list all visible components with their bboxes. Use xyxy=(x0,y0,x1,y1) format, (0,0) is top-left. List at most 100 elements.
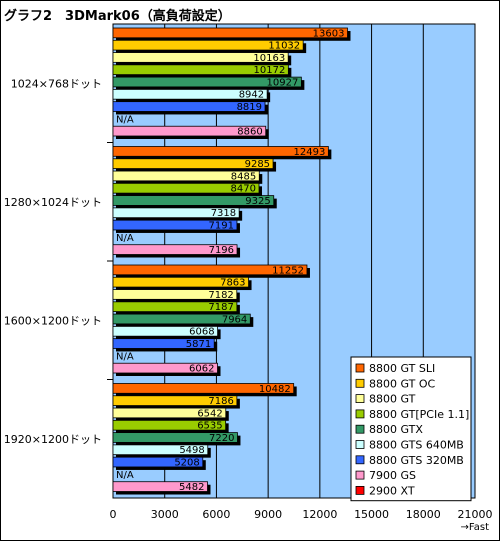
legend-swatch xyxy=(355,378,365,388)
bar xyxy=(112,407,227,419)
na-label: N/A xyxy=(116,233,134,244)
legend-label: 8800 GT OC xyxy=(369,377,435,390)
bar xyxy=(112,456,204,468)
bar xyxy=(112,325,219,337)
bar xyxy=(112,362,218,374)
bar-value-label: 8485 xyxy=(231,171,256,182)
legend xyxy=(350,356,472,502)
bar xyxy=(112,276,249,288)
bar-value-label: 7863 xyxy=(220,278,245,289)
legend-swatch xyxy=(355,363,365,373)
bar-value-label: 13603 xyxy=(313,28,345,39)
bar-value-label: 7186 xyxy=(208,396,233,407)
bar-value-label: 5871 xyxy=(186,339,211,350)
bar-value-label: 6535 xyxy=(197,421,222,432)
na-label: N/A xyxy=(116,352,134,363)
chart-title: グラフ2 3DMark06（高負荷設定） xyxy=(4,9,231,24)
bar xyxy=(112,146,329,157)
bar xyxy=(112,219,238,231)
bar-value-label: 8942 xyxy=(239,90,264,101)
bar-value-label: 7191 xyxy=(209,220,234,231)
bar-value-label: 10163 xyxy=(253,53,285,64)
bar xyxy=(112,289,238,300)
category-label: 1280×1024ドット xyxy=(4,196,102,209)
legend-swatch xyxy=(355,394,365,404)
x-tick-label: 12000 xyxy=(302,508,337,521)
legend-label: 8800 GT xyxy=(369,393,416,406)
legend-label: 8800 GT[PCIe 1.1] xyxy=(369,408,469,421)
x-tick-label: 6000 xyxy=(202,508,230,521)
x-axis-label: →Fast xyxy=(461,522,490,533)
legend-label: 7900 GS xyxy=(369,469,416,482)
bar-value-label: 7196 xyxy=(209,245,234,256)
bar-value-label: 5482 xyxy=(179,482,204,493)
bar xyxy=(112,395,238,406)
bar xyxy=(112,432,238,443)
x-tick-label: 0 xyxy=(110,508,117,521)
legend-swatch xyxy=(355,424,365,434)
bar-value-label: 6068 xyxy=(189,327,214,338)
x-tick-label: 18000 xyxy=(406,508,441,521)
bar xyxy=(112,301,238,313)
bar-value-label: 7220 xyxy=(209,433,234,444)
bar-value-label: 12493 xyxy=(294,147,326,158)
bar xyxy=(112,39,304,51)
bar xyxy=(112,27,348,39)
legend-swatch xyxy=(355,440,365,449)
bar xyxy=(112,444,209,456)
bar-value-label: 8470 xyxy=(231,184,256,195)
bar-value-label: 7187 xyxy=(208,302,233,313)
category-label: 1024×768ドット xyxy=(11,77,102,90)
legend-swatch xyxy=(355,409,365,419)
bar-value-label: 9325 xyxy=(245,196,270,207)
bar-value-label: 7318 xyxy=(211,208,236,219)
bar xyxy=(112,195,275,206)
legend-swatch xyxy=(355,485,365,495)
bar xyxy=(112,383,295,394)
x-tick-label: 21000 xyxy=(458,508,493,521)
bar-value-label: 11252 xyxy=(272,265,304,276)
legend-label: 8800 GTX xyxy=(369,423,423,436)
legend-label: 2900 XT xyxy=(369,484,415,497)
category-label: 1920×1200ドット xyxy=(4,433,102,446)
bar xyxy=(112,419,227,431)
bar-value-label: 9285 xyxy=(245,159,270,170)
bar xyxy=(112,158,274,169)
bar-value-label: 6542 xyxy=(197,408,222,419)
x-tick-label: 15000 xyxy=(354,508,389,521)
bar-value-label: 11032 xyxy=(268,41,300,52)
bar xyxy=(112,481,208,492)
bar xyxy=(112,313,251,325)
bar xyxy=(112,338,215,349)
bar-value-label: 5208 xyxy=(174,457,199,468)
legend-label: 8800 GTS 640MB xyxy=(369,439,464,452)
bar xyxy=(112,125,267,137)
bar-value-label: 10172 xyxy=(254,65,286,76)
bar xyxy=(112,52,289,63)
bar xyxy=(112,88,268,100)
bar xyxy=(112,264,308,276)
legend-swatch xyxy=(355,470,365,480)
bar-value-label: 8860 xyxy=(237,127,262,138)
bar xyxy=(112,64,289,76)
na-label: N/A xyxy=(116,115,134,126)
bar xyxy=(112,76,302,88)
bar-value-label: 10927 xyxy=(267,77,299,88)
legend-swatch xyxy=(355,455,365,465)
bar xyxy=(112,101,266,112)
bar xyxy=(112,244,238,255)
legend-label: 8800 GTS 320MB xyxy=(369,454,464,467)
x-tick-label: 3000 xyxy=(151,508,179,521)
bar-value-label: 10482 xyxy=(259,384,291,395)
bar-value-label: 5498 xyxy=(179,445,204,456)
bar xyxy=(112,207,240,219)
bar-value-label: 7182 xyxy=(208,290,233,301)
x-tick-label: 9000 xyxy=(254,508,282,521)
legend-label: 8800 GT SLI xyxy=(369,362,435,375)
na-label: N/A xyxy=(116,470,134,481)
category-label: 1600×1200ドット xyxy=(4,314,102,327)
bar-value-label: 8819 xyxy=(237,102,262,113)
bar-value-label: 6062 xyxy=(189,364,214,375)
bar xyxy=(112,182,260,194)
bar xyxy=(112,170,260,182)
